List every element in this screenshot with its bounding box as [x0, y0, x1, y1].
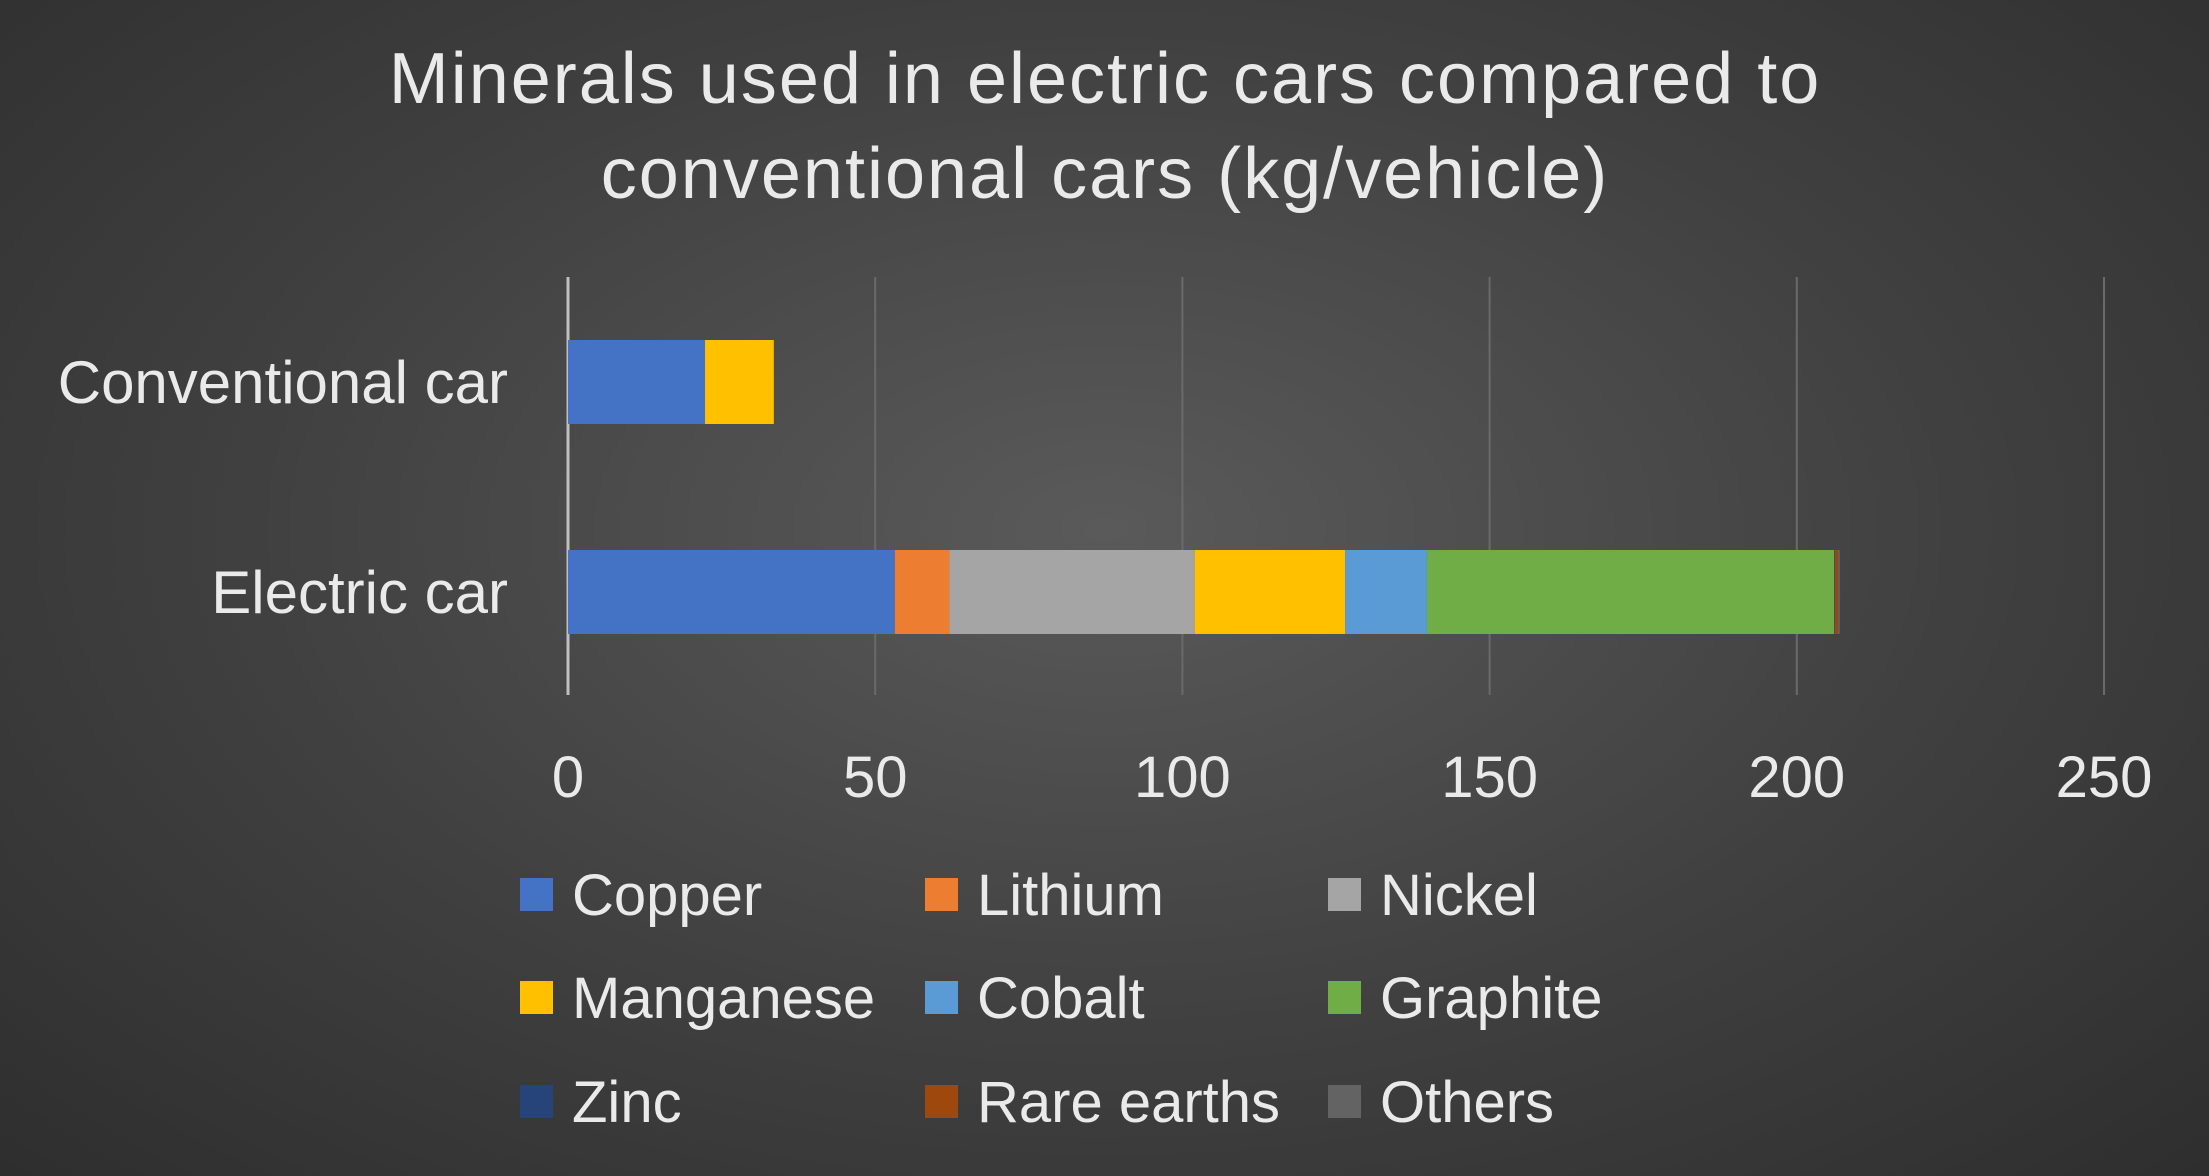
legend-label: Cobalt [977, 966, 1145, 1031]
legend-swatch [520, 1085, 553, 1118]
legend-swatch [925, 981, 958, 1014]
legend-label: Rare earths [977, 1070, 1280, 1135]
category-label: Electric car [211, 559, 508, 626]
x-tick-label: 100 [1134, 745, 1231, 810]
chart-title-line-2: conventional cars (kg/vehicle) [601, 134, 1609, 214]
bar-segment-lithium [894, 550, 950, 634]
legend-label: Manganese [572, 966, 875, 1031]
bar-segment-copper [568, 550, 895, 634]
legend-label: Graphite [1380, 966, 1602, 1031]
bar-segment-cobalt [1345, 550, 1427, 634]
legend-swatch [925, 1085, 958, 1118]
bar-segment-graphite [1426, 550, 1835, 634]
category-label: Conventional car [58, 349, 508, 416]
legend-label: Lithium [977, 863, 1164, 928]
legend-swatch [1328, 981, 1361, 1014]
x-tick-label: 0 [552, 745, 584, 810]
bar-segment-manganese [705, 340, 774, 424]
bar-segment-rare-earths [1834, 550, 1838, 634]
x-tick-label: 250 [2056, 745, 2153, 810]
bar-segment-copper [568, 340, 706, 424]
legend-swatch [520, 981, 553, 1014]
bar-segment-others [1837, 550, 1840, 634]
bar-segment-nickel [949, 550, 1195, 634]
legend-label: Copper [572, 863, 762, 928]
legend-label: Zinc [572, 1070, 682, 1135]
chart-title-line-1: Minerals used in electric cars compared … [389, 39, 1822, 119]
legend-label: Nickel [1380, 863, 1538, 928]
legend-swatch [1328, 878, 1361, 911]
bar-segment-manganese [1194, 550, 1346, 634]
legend-swatch [925, 878, 958, 911]
legend-label: Others [1380, 1070, 1554, 1135]
legend-swatch [1328, 1085, 1361, 1118]
x-tick-label: 150 [1441, 745, 1538, 810]
x-tick-label: 50 [843, 745, 908, 810]
legend-swatch [520, 878, 553, 911]
x-tick-label: 200 [1748, 745, 1845, 810]
